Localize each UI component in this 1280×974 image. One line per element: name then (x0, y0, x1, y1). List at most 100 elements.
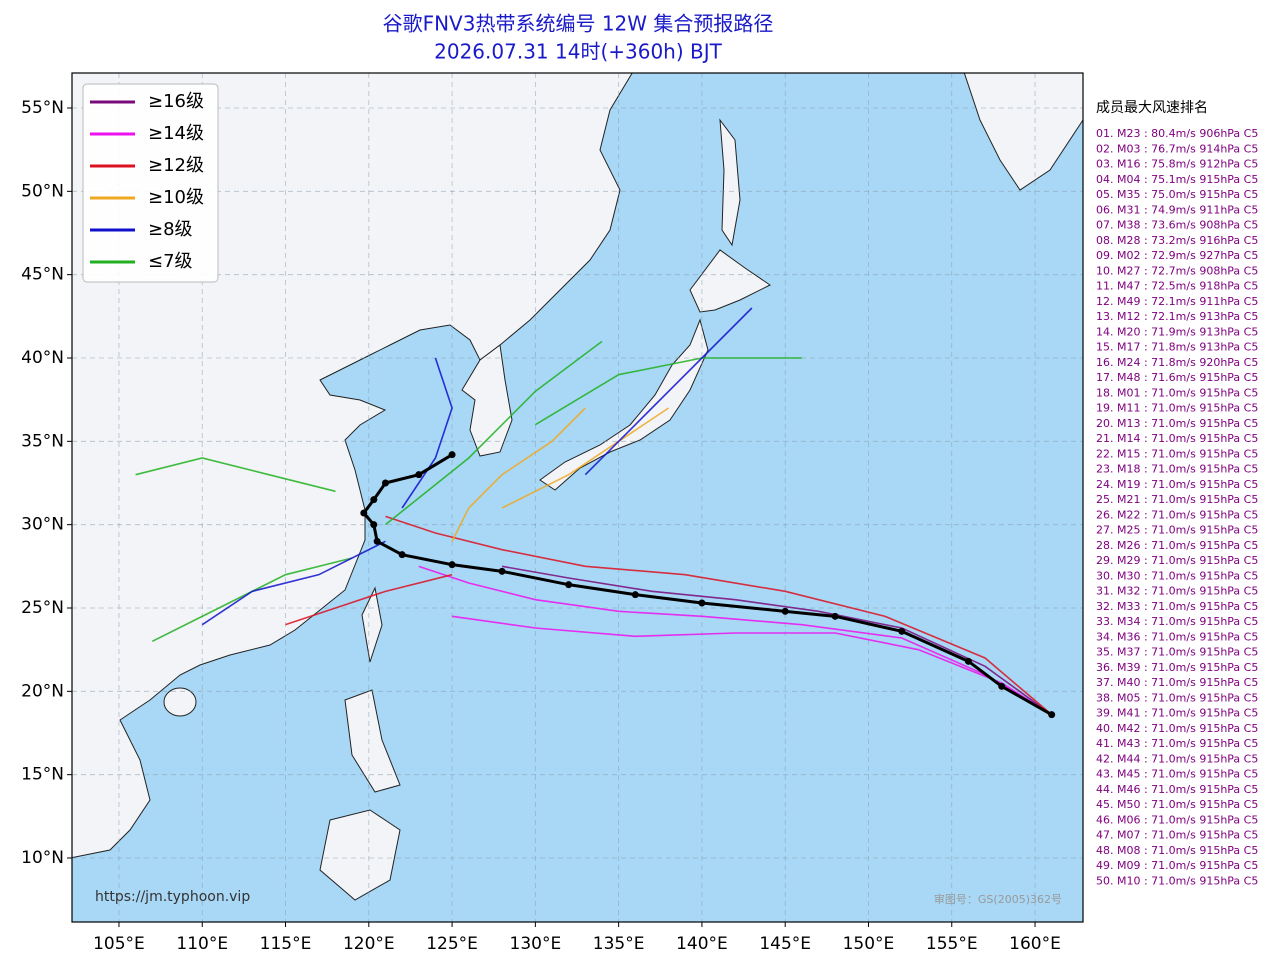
ranking-entry: 01. M23 : 80.4m/s 906hPa C5 (1096, 127, 1258, 140)
y-tick-label: 35°N (21, 431, 64, 451)
ranking-entry: 10. M27 : 72.7m/s 908hPa C5 (1096, 264, 1258, 277)
ranking-entry: 33. M34 : 71.0m/s 915hPa C5 (1096, 615, 1258, 628)
mean-track-point (448, 561, 456, 569)
philippines-south (319, 809, 401, 901)
ticks: 105°E 110°E 115°E 120°E 125°E 130°E 135°E 140°E… (21, 98, 1061, 954)
hainan (163, 687, 197, 717)
ranking-entry: 30. M30 : 71.0m/s 915hPa C5 (1096, 569, 1258, 582)
member-track (135, 457, 336, 493)
ranking-entry: 35. M37 : 71.0m/s 915hPa C5 (1096, 646, 1258, 659)
member-track (584, 307, 753, 476)
mean-track-point (381, 479, 389, 487)
ranking-entry: 38. M05 : 71.0m/s 915hPa C5 (1096, 691, 1258, 704)
y-tick-label: 50°N (21, 181, 64, 201)
member-track (385, 515, 1053, 716)
ranking-entry: 45. M50 : 71.0m/s 915hPa C5 (1096, 798, 1258, 811)
ranking-entry: 07. M38 : 73.6m/s 908hPa C5 (1096, 219, 1258, 232)
x-tick-label: 115°E (260, 934, 312, 954)
member-track (501, 407, 670, 509)
x-tick-label: 110°E (176, 934, 228, 954)
ranking-entry: 47. M07 : 71.0m/s 915hPa C5 (1096, 829, 1258, 842)
ranking-entry: 44. M46 : 71.0m/s 915hPa C5 (1096, 783, 1258, 796)
ranking-entry: 14. M20 : 71.9m/s 913hPa C5 (1096, 325, 1258, 338)
japan-honshu (539, 318, 709, 491)
ranking-entry: 04. M04 : 75.1m/s 915hPa C5 (1096, 173, 1258, 186)
ranking-entry: 28. M26 : 71.0m/s 915hPa C5 (1096, 539, 1258, 552)
x-tick-label: 120°E (343, 934, 395, 954)
ranking-entry: 12. M49 : 72.1m/s 911hPa C5 (1096, 295, 1258, 308)
mean-track-point (565, 581, 573, 589)
tracks (135, 307, 1056, 719)
ranking-entry: 50. M10 : 71.0m/s 915hPa C5 (1096, 874, 1258, 887)
map-area (72, 73, 1083, 922)
x-tick-label: 140°E (676, 934, 728, 954)
member-track (384, 340, 603, 526)
mean-track-point (415, 471, 423, 479)
ranking-entry: 11. M47 : 72.5m/s 918hPa C5 (1096, 280, 1258, 293)
title: 谷歌FNV3热带系统编号 12W 集合预报路径 (383, 12, 774, 36)
x-tick-label: 105°E (93, 934, 145, 954)
ranking-entry: 29. M29 : 71.0m/s 915hPa C5 (1096, 554, 1258, 567)
ranking-entry: 27. M25 : 71.0m/s 915hPa C5 (1096, 524, 1258, 537)
member-track (201, 540, 386, 626)
sakhalin (719, 118, 741, 247)
ranking-entry: 26. M22 : 71.0m/s 915hPa C5 (1096, 508, 1258, 521)
ranking-entry: 39. M41 : 71.0m/s 915hPa C5 (1096, 707, 1258, 720)
url: https://jm.typhoon.vip (95, 889, 250, 905)
subtitle: 2026.07.31 14时(+360h) BJT (434, 40, 723, 64)
luzon (344, 689, 401, 793)
y-tick-label: 20°N (21, 681, 64, 701)
x-tick-label: 135°E (593, 934, 645, 954)
ranking-entry: 18. M01 : 71.0m/s 915hPa C5 (1096, 386, 1258, 399)
x-tick-label: 155°E (926, 934, 978, 954)
grid (72, 73, 1083, 922)
member-track (401, 357, 453, 509)
mean-track-point (360, 509, 368, 517)
ranking-entry: 05. M35 : 75.0m/s 915hPa C5 (1096, 188, 1258, 201)
x-tick-label: 130°E (510, 934, 562, 954)
mean-track-point (998, 682, 1006, 690)
mean-track-point (898, 627, 906, 635)
ranking-entry: 34. M36 : 71.0m/s 915hPa C5 (1096, 630, 1258, 643)
member-track (534, 357, 802, 426)
ranking-entry: 17. M48 : 71.6m/s 915hPa C5 (1096, 371, 1258, 384)
ranking-entry: 06. M31 : 74.9m/s 911hPa C5 (1096, 203, 1258, 216)
ranking-entry: 48. M08 : 71.0m/s 915hPa C5 (1096, 844, 1258, 857)
ranking-entry: 13. M12 : 72.1m/s 913hPa C5 (1096, 310, 1258, 323)
member-track (285, 573, 453, 626)
kamchatka (963, 73, 1083, 191)
ranking-entry: 20. M13 : 71.0m/s 915hPa C5 (1096, 417, 1258, 430)
mean-track-point (398, 551, 406, 559)
ranking-entry: 24. M19 : 71.0m/s 915hPa C5 (1096, 478, 1258, 491)
mean-track-point (698, 599, 706, 607)
ranking-entry: 43. M45 : 71.0m/s 915hPa C5 (1096, 768, 1258, 781)
ranking-entry: 08. M28 : 73.2m/s 916hPa C5 (1096, 234, 1258, 247)
mean-track-point (373, 537, 381, 545)
mean-track-point (781, 607, 789, 615)
member-track (418, 565, 1053, 716)
japan-hokkaido (689, 249, 771, 313)
y-tick-label: 55°N (21, 98, 64, 118)
map-frame (71, 72, 1084, 923)
ranking-title: 成员最大风速排名 (1096, 100, 1208, 116)
mean-track-point (370, 496, 378, 504)
mean-track-point (370, 521, 378, 529)
legend-label: ≥10级 (148, 187, 204, 208)
x-tick-label: 150°E (843, 934, 895, 954)
ranking-entry: 15. M17 : 71.8m/s 913hPa C5 (1096, 341, 1258, 354)
y-tick-label: 40°N (21, 348, 64, 368)
mean-track-point (1048, 711, 1056, 719)
ranking-entry: 32. M33 : 71.0m/s 915hPa C5 (1096, 600, 1258, 613)
x-tick-label: 125°E (426, 934, 478, 954)
mean-track-point (831, 612, 839, 620)
ranking-entry: 03. M16 : 75.8m/s 912hPa C5 (1096, 158, 1258, 171)
mean-track-point (498, 567, 506, 575)
ranking-entry: 22. M15 : 71.0m/s 915hPa C5 (1096, 447, 1258, 460)
ranking-entry: 23. M18 : 71.0m/s 915hPa C5 (1096, 463, 1258, 476)
ranking-entry: 21. M14 : 71.0m/s 915hPa C5 (1096, 432, 1258, 445)
ranking-entry: 40. M42 : 71.0m/s 915hPa C5 (1096, 722, 1258, 735)
x-tick-label: 145°E (759, 934, 811, 954)
ranking-entry: 41. M43 : 71.0m/s 915hPa C5 (1096, 737, 1258, 750)
